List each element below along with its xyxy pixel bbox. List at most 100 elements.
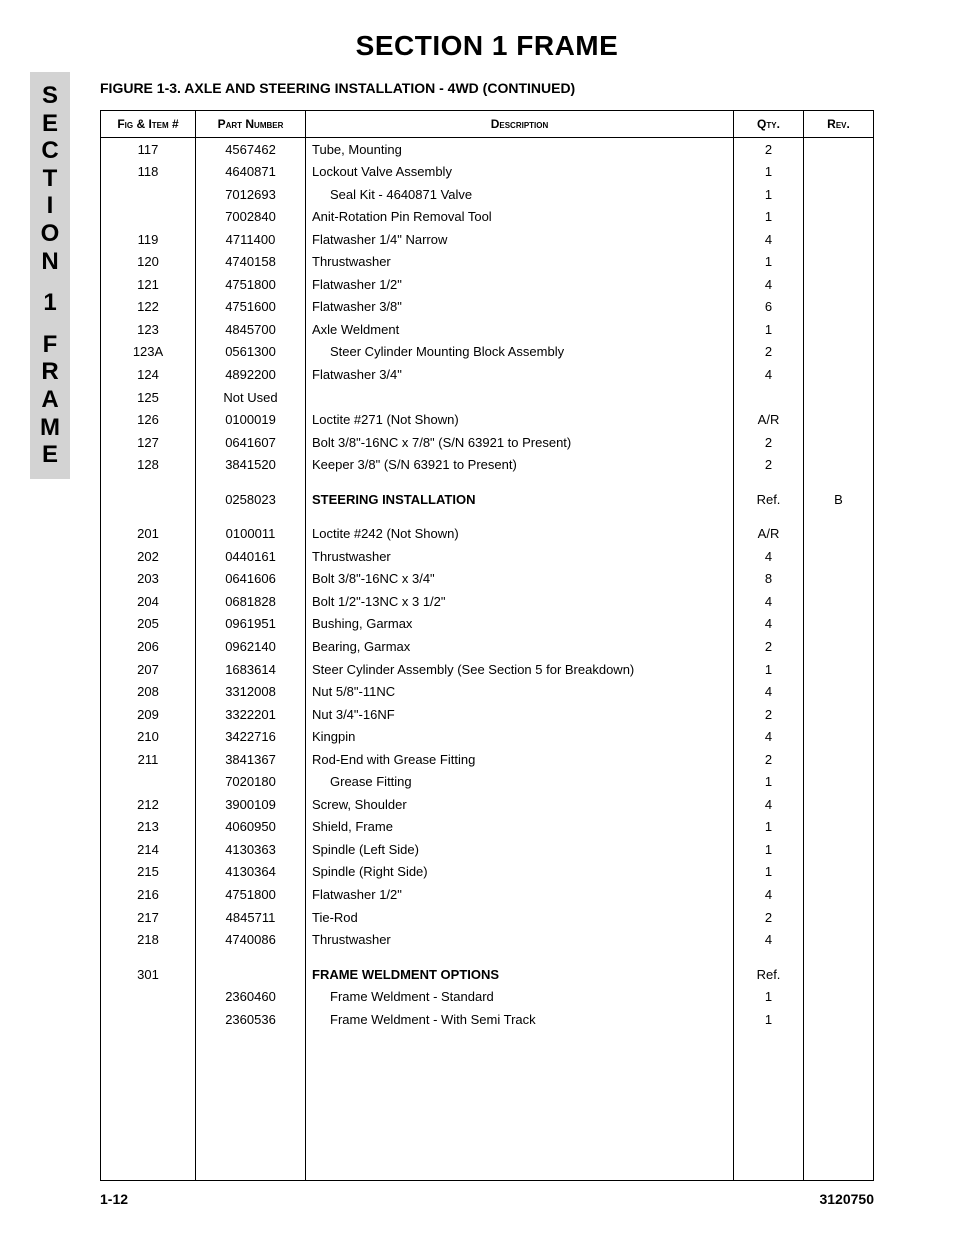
cell-part: 0100019 <box>196 409 306 432</box>
side-tab-char: E <box>42 441 58 469</box>
table-row: 7002840Anit-Rotation Pin Removal Tool1 <box>101 206 874 229</box>
cell-desc: Flatwasher 3/4" <box>306 363 734 386</box>
cell-rev <box>804 138 874 161</box>
footer-page-number: 1-12 <box>100 1191 128 1207</box>
cell-desc: Rod-End with Grease Fitting <box>306 748 734 771</box>
cell-qty: 1 <box>734 206 804 229</box>
table-row: 1283841520Keeper 3/8" (S/N 63921 to Pres… <box>101 454 874 477</box>
cell-fig: 213 <box>101 816 196 839</box>
cell-fig: 122 <box>101 296 196 319</box>
cell-desc: Steer Cylinder Mounting Block Assembly <box>306 341 734 364</box>
table-row: 1224751600Flatwasher 3/8"6 <box>101 296 874 319</box>
cell-fig <box>101 986 196 1009</box>
table-filler-row <box>101 1031 874 1181</box>
side-tab-char: C <box>41 137 58 165</box>
cell-fig: 208 <box>101 681 196 704</box>
cell-desc: Bearing, Garmax <box>306 635 734 658</box>
side-tab-char: O <box>41 220 60 248</box>
cell-rev <box>804 409 874 432</box>
cell-part: 3422716 <box>196 726 306 749</box>
cell-qty: 1 <box>734 658 804 681</box>
cell-rev <box>804 658 874 681</box>
cell-desc: STEERING INSTALLATION <box>306 488 734 511</box>
cell-qty: 1 <box>734 861 804 884</box>
side-tab-char: S <box>42 82 58 110</box>
cell-part: 0561300 <box>196 341 306 364</box>
figure-subtitle: FIGURE 1-3. AXLE AND STEERING INSTALLATI… <box>100 80 874 96</box>
cell-part: 2360536 <box>196 1008 306 1031</box>
table-row: 0258023STEERING INSTALLATIONRef.B <box>101 488 874 511</box>
cell-part: 4740158 <box>196 251 306 274</box>
table-row: 1194711400Flatwasher 1/4" Narrow4 <box>101 228 874 251</box>
cell-desc: Flatwasher 3/8" <box>306 296 734 319</box>
cell-rev <box>804 963 874 986</box>
cell-qty: 4 <box>734 929 804 952</box>
cell-qty: 4 <box>734 273 804 296</box>
cell-qty: Ref. <box>734 488 804 511</box>
cell-part <box>196 963 306 986</box>
page: SECTION1FRAME SECTION 1 FRAME FIGURE 1-3… <box>0 0 954 1235</box>
cell-desc: Anit-Rotation Pin Removal Tool <box>306 206 734 229</box>
cell-desc: Bolt 1/2"-13NC x 3 1/2" <box>306 590 734 613</box>
cell-desc: Thrustwasher <box>306 251 734 274</box>
cell-part: 3312008 <box>196 681 306 704</box>
cell-qty: 4 <box>734 363 804 386</box>
col-header-desc: Description <box>306 111 734 138</box>
table-row: 1270641607Bolt 3/8"-16NC x 7/8" (S/N 639… <box>101 431 874 454</box>
cell-fig: 217 <box>101 906 196 929</box>
side-tab-char: I <box>47 192 54 220</box>
side-tab-char: A <box>41 386 58 414</box>
cell-qty: 4 <box>734 613 804 636</box>
cell-rev <box>804 793 874 816</box>
cell-fig: 211 <box>101 748 196 771</box>
cell-desc: Tube, Mounting <box>306 138 734 161</box>
cell-rev <box>804 986 874 1009</box>
cell-qty: A/R <box>734 523 804 546</box>
footer-document-number: 3120750 <box>819 1191 874 1207</box>
cell-rev <box>804 748 874 771</box>
cell-qty: 2 <box>734 341 804 364</box>
cell-rev <box>804 431 874 454</box>
table-row: 125Not Used <box>101 386 874 409</box>
cell-qty: 1 <box>734 838 804 861</box>
cell-part: 4060950 <box>196 816 306 839</box>
table-row: 2071683614Steer Cylinder Assembly (See S… <box>101 658 874 681</box>
cell-fig: 127 <box>101 431 196 454</box>
col-header-qty: Qty. <box>734 111 804 138</box>
cell-desc: Bolt 3/8"-16NC x 3/4" <box>306 568 734 591</box>
cell-fig: 128 <box>101 454 196 477</box>
cell-fig: 216 <box>101 884 196 907</box>
cell-part: 3841520 <box>196 454 306 477</box>
col-header-fig: Fig & Item # <box>101 111 196 138</box>
cell-fig <box>101 206 196 229</box>
cell-desc: Frame Weldment - With Semi Track <box>306 1008 734 1031</box>
cell-rev <box>804 206 874 229</box>
cell-fig <box>101 488 196 511</box>
cell-part: 0681828 <box>196 590 306 613</box>
cell-part: 4567462 <box>196 138 306 161</box>
cell-rev <box>804 929 874 952</box>
cell-qty: 4 <box>734 228 804 251</box>
table-row: 2123900109Screw, Shoulder4 <box>101 793 874 816</box>
table-row: 1234845700Axle Weldment1 <box>101 318 874 341</box>
table-row: 1214751800Flatwasher 1/2"4 <box>101 273 874 296</box>
cell-qty: 1 <box>734 986 804 1009</box>
cell-qty: 4 <box>734 590 804 613</box>
cell-part: 4751600 <box>196 296 306 319</box>
table-row: 1184640871Lockout Valve Assembly1 <box>101 161 874 184</box>
cell-part: Not Used <box>196 386 306 409</box>
cell-fig: 121 <box>101 273 196 296</box>
cell-desc: Steer Cylinder Assembly (See Section 5 f… <box>306 658 734 681</box>
cell-rev <box>804 341 874 364</box>
cell-fig: 203 <box>101 568 196 591</box>
cell-part: 4130363 <box>196 838 306 861</box>
cell-rev <box>804 454 874 477</box>
cell-qty: 2 <box>734 635 804 658</box>
cell-part: 2360460 <box>196 986 306 1009</box>
cell-desc <box>306 386 734 409</box>
cell-part: 0258023 <box>196 488 306 511</box>
table-row: 2184740086Thrustwasher4 <box>101 929 874 952</box>
cell-qty: 4 <box>734 681 804 704</box>
cell-fig: 204 <box>101 590 196 613</box>
cell-qty: 4 <box>734 793 804 816</box>
